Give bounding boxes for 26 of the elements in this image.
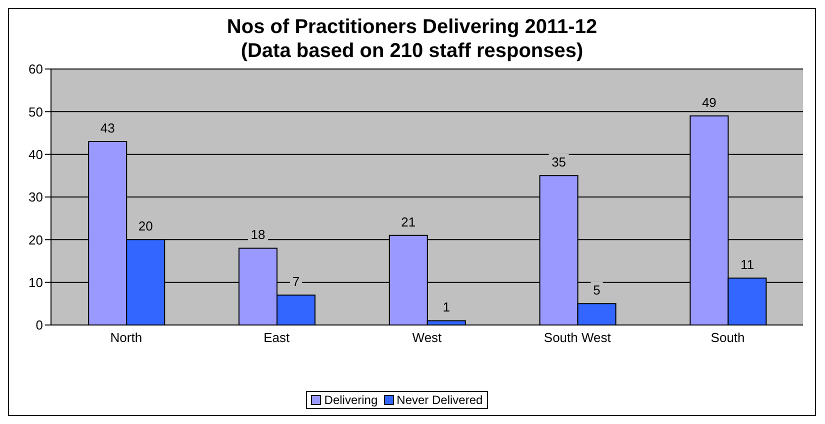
data-label: 21: [401, 214, 416, 230]
legend-label: Delivering: [323, 393, 378, 407]
y-tick-label: 20: [28, 232, 43, 248]
legend-label: Never Delivered: [396, 393, 483, 407]
data-label: 49: [702, 94, 716, 110]
data-label: 20: [138, 218, 153, 234]
x-tick-label: South West: [544, 330, 612, 346]
chart-title: Nos of Practitioners Delivering 2011-12: [226, 15, 598, 39]
y-tick-label: 60: [28, 62, 43, 77]
data-label: 7: [292, 274, 300, 290]
y-tick-label: 30: [28, 190, 43, 205]
x-tick-label: East: [264, 330, 290, 346]
data-label: 1: [442, 300, 450, 315]
y-tick-label: 50: [28, 104, 43, 120]
x-tick-label: South: [710, 330, 745, 346]
data-label: 11: [740, 257, 754, 272]
x-tick-label: West: [412, 330, 442, 346]
y-tick-label: 10: [28, 274, 43, 290]
chart-subtitle: (Data based on 210 staff responses): [240, 39, 584, 63]
data-label: 43: [100, 120, 115, 136]
y-tick-label: 0: [36, 318, 43, 333]
y-tick-label: 40: [28, 146, 43, 162]
data-label: 35: [552, 154, 566, 170]
data-label: 18: [250, 227, 266, 242]
x-tick-label: North: [110, 330, 142, 346]
data-label: 5: [593, 282, 600, 298]
